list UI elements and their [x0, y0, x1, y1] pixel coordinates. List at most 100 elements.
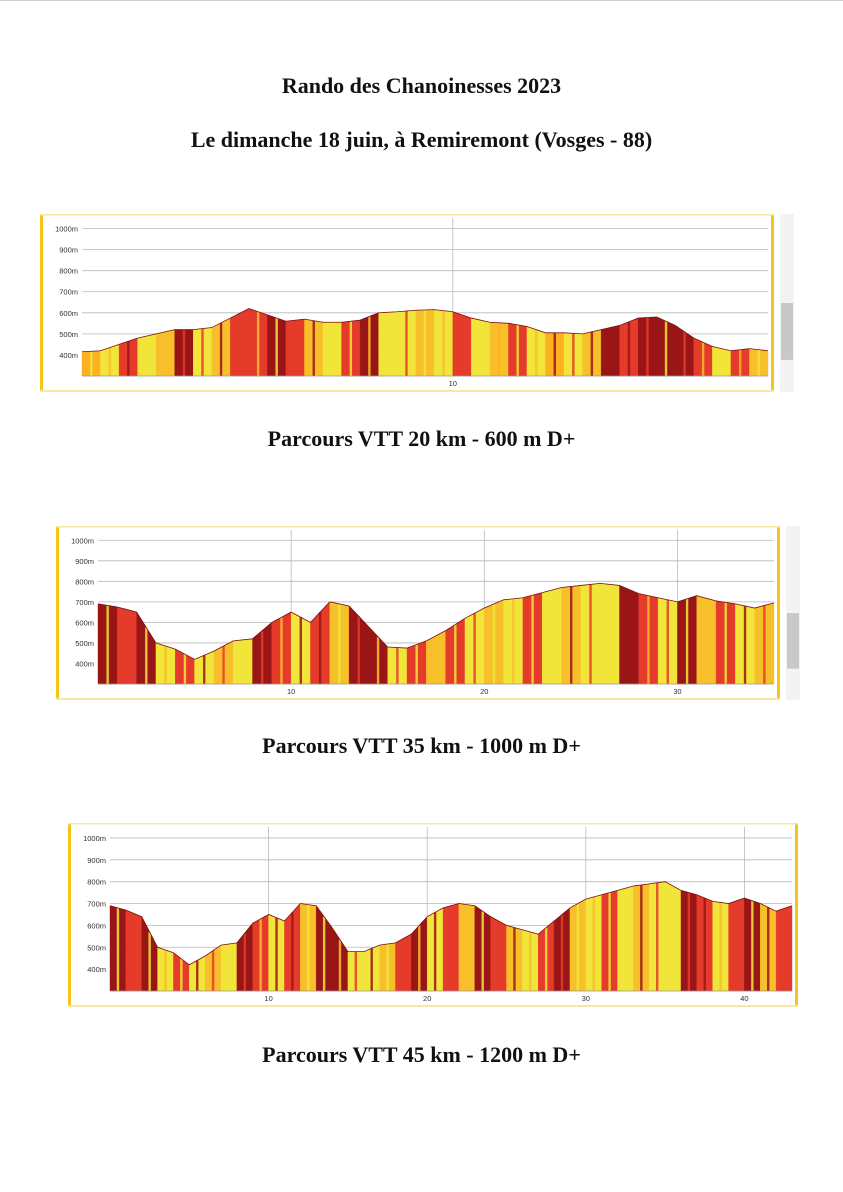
profile-stripe [481, 911, 484, 991]
scrollbar-thumb[interactable] [781, 303, 793, 360]
y-tick-label: 400m [75, 659, 94, 668]
profile-stripe [497, 322, 501, 376]
y-tick-label: 500m [87, 943, 106, 952]
profile-stripe [703, 898, 706, 991]
profile-stripe [331, 322, 334, 376]
profile-stripe [497, 921, 500, 991]
y-tick-label: 600m [59, 309, 78, 318]
frame-top [56, 526, 780, 528]
y-tick-label: 800m [59, 267, 78, 276]
profile-stripe [127, 341, 130, 376]
profile-stripe [592, 896, 595, 991]
profile-stripe [243, 933, 247, 991]
profile-stripe [529, 931, 532, 991]
x-tick-label: 10 [449, 379, 457, 388]
profile-stripe [201, 328, 204, 376]
profile-stripe [627, 321, 631, 376]
profile-stripe [291, 912, 294, 991]
profile-stripe [738, 349, 742, 376]
profile-stripe [719, 902, 722, 991]
x-tick-label: 30 [582, 994, 590, 1003]
profile-stripe [256, 311, 260, 376]
profile-stripe [531, 595, 534, 684]
profile-stripe [312, 320, 315, 376]
frame-bottom [40, 390, 774, 392]
frame-top [40, 214, 774, 216]
profile-stripe [782, 908, 786, 991]
profile-stripe [405, 311, 408, 376]
profile-stripe [203, 655, 206, 684]
profile-stripe [640, 884, 643, 991]
profile-stripe [460, 314, 464, 376]
profile-stripe [434, 635, 438, 684]
profile-stripe [687, 892, 691, 991]
profile-stripe [576, 903, 580, 991]
profile-stripe [260, 630, 264, 684]
profile-stripe [241, 639, 245, 684]
profile-stripe [685, 598, 689, 684]
profile-stripe [164, 950, 167, 991]
profile-stripe [164, 646, 167, 684]
frame-right [777, 526, 780, 700]
profile-stripe [280, 617, 283, 684]
elevation-chart-20km: 400m 500m 600m 700m 800m 900m 1000m 10 [38, 214, 798, 392]
profile-stripe [386, 312, 390, 376]
profile-stripe [513, 927, 516, 991]
frame-left [68, 823, 71, 1007]
profile-stripe [666, 599, 669, 684]
y-tick-label: 700m [59, 288, 78, 297]
profile-stripe [757, 349, 760, 376]
profile-stripe [589, 584, 592, 684]
y-tick-label: 500m [75, 639, 94, 648]
profile-stripe [338, 939, 342, 991]
profile-stripe [357, 616, 360, 684]
elevation-chart-45km: 400m 500m 600m 700m 800m 900m 1000m 10 20 30 40 [66, 823, 800, 1007]
profile-stripe [473, 613, 476, 684]
profile-stripe [655, 882, 659, 991]
profile-stripe [227, 943, 231, 991]
top-border [0, 0, 843, 1]
profile-stripe [516, 324, 519, 376]
frame-left [56, 526, 59, 700]
profile-stripe [145, 627, 148, 684]
profile-stripe [544, 927, 548, 991]
profile-stripe [550, 590, 554, 684]
profile-stripe [90, 351, 93, 376]
profile-stripe [238, 313, 241, 376]
profile-stripe [125, 609, 129, 684]
y-tick-label: 600m [87, 921, 106, 930]
profile-stripe [349, 321, 353, 376]
profile-stripe [608, 892, 611, 991]
profile-stripe [322, 916, 326, 991]
profile-stripe [724, 602, 727, 684]
profile-stripe [164, 331, 167, 376]
y-tick-label: 900m [75, 557, 94, 566]
x-tick-label: 10 [264, 994, 272, 1003]
y-tick-label: 600m [75, 618, 94, 627]
y-tick-label: 1000m [83, 834, 106, 843]
profile-stripe [479, 320, 482, 376]
y-tick-label: 700m [87, 900, 106, 909]
y-tick-label: 400m [59, 351, 78, 360]
y-tick-label: 500m [59, 330, 78, 339]
profile-stripe [275, 318, 278, 376]
profile-stripe [743, 605, 747, 684]
profile-stripe [627, 589, 631, 684]
profile-stripe [307, 904, 310, 991]
profile-stripe [664, 321, 668, 376]
profile-stripe [608, 584, 612, 684]
profile-stripe [145, 335, 149, 376]
y-tick-label: 1000m [55, 225, 78, 234]
elevation-chart-35km: 400m 500m 600m 700m 800m 900m 1000m 10 20 30 [54, 526, 804, 700]
profile-stripe [609, 327, 612, 376]
profile-stripe [590, 331, 594, 376]
page-subtitle: Le dimanche 18 juin, à Remiremont (Vosge… [190, 127, 653, 152]
profile-stripe [108, 347, 112, 376]
elevation-chart-svg: 400m 500m 600m 700m 800m 900m 1000m 10 20 30 [56, 526, 800, 700]
profile-line [109, 881, 793, 966]
profile-stripe [763, 605, 766, 684]
profile-stripe [442, 310, 445, 376]
x-tick-label: 40 [740, 994, 748, 1003]
scrollbar-thumb[interactable] [787, 613, 799, 669]
profile-stripe [132, 913, 135, 991]
